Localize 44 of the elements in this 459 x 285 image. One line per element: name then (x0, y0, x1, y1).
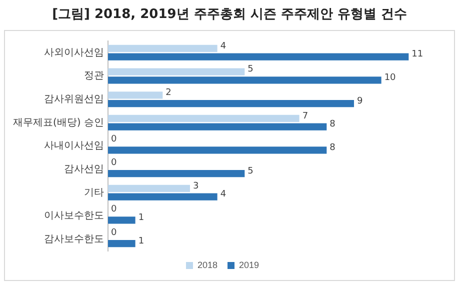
data-label: 4 (220, 41, 226, 52)
y-tick-label: 감사선임 (64, 164, 104, 175)
bar (108, 100, 354, 108)
data-label: 5 (248, 64, 254, 75)
bar (108, 240, 136, 248)
data-label: 11 (412, 50, 424, 60)
data-label: 1 (138, 213, 144, 224)
bar (108, 114, 300, 122)
y-tick-label: 사내이사선임 (44, 140, 104, 152)
y-tick-label: 정관 (84, 70, 104, 82)
data-label: 3 (192, 181, 199, 192)
data-label: 8 (330, 120, 336, 130)
bar (108, 216, 136, 224)
bar (108, 146, 327, 154)
data-label: 4 (220, 190, 226, 200)
y-tick-label: 감사보수한도 (44, 234, 104, 245)
data-label: 1 (138, 236, 144, 246)
data-label: 0 (110, 158, 117, 168)
data-label: 0 (110, 204, 117, 215)
y-tick-label: 이사보수한도 (44, 210, 104, 222)
y-tick-label: 감사위원선임 (44, 94, 104, 105)
data-label: 5 (248, 166, 254, 176)
bar (108, 44, 218, 52)
bar (108, 68, 245, 76)
bar (108, 76, 382, 84)
data-label: 9 (356, 96, 363, 106)
bar (108, 184, 190, 192)
y-tick-label: 재무제표(배당) 승인 (12, 117, 104, 128)
chart-title: [그림] 2018, 2019년 주주총회 시즌 주주제안 유형별 건수 (51, 6, 408, 24)
data-label: 0 (110, 228, 117, 238)
bar (108, 170, 245, 178)
data-label: 8 (330, 143, 336, 154)
legend-label: 2018 (197, 260, 218, 270)
bar (108, 92, 163, 99)
data-label: 7 (302, 111, 308, 122)
bar (108, 53, 409, 60)
y-tick-label: 기타 (84, 187, 104, 198)
bar (108, 123, 327, 130)
bar (108, 193, 218, 200)
data-label: 2 (166, 88, 172, 98)
data-label: 10 (384, 73, 396, 84)
legend-label: 2019 (239, 260, 260, 270)
data-label: 0 (110, 134, 117, 145)
y-tick-label: 사외이사선임 (44, 47, 104, 58)
